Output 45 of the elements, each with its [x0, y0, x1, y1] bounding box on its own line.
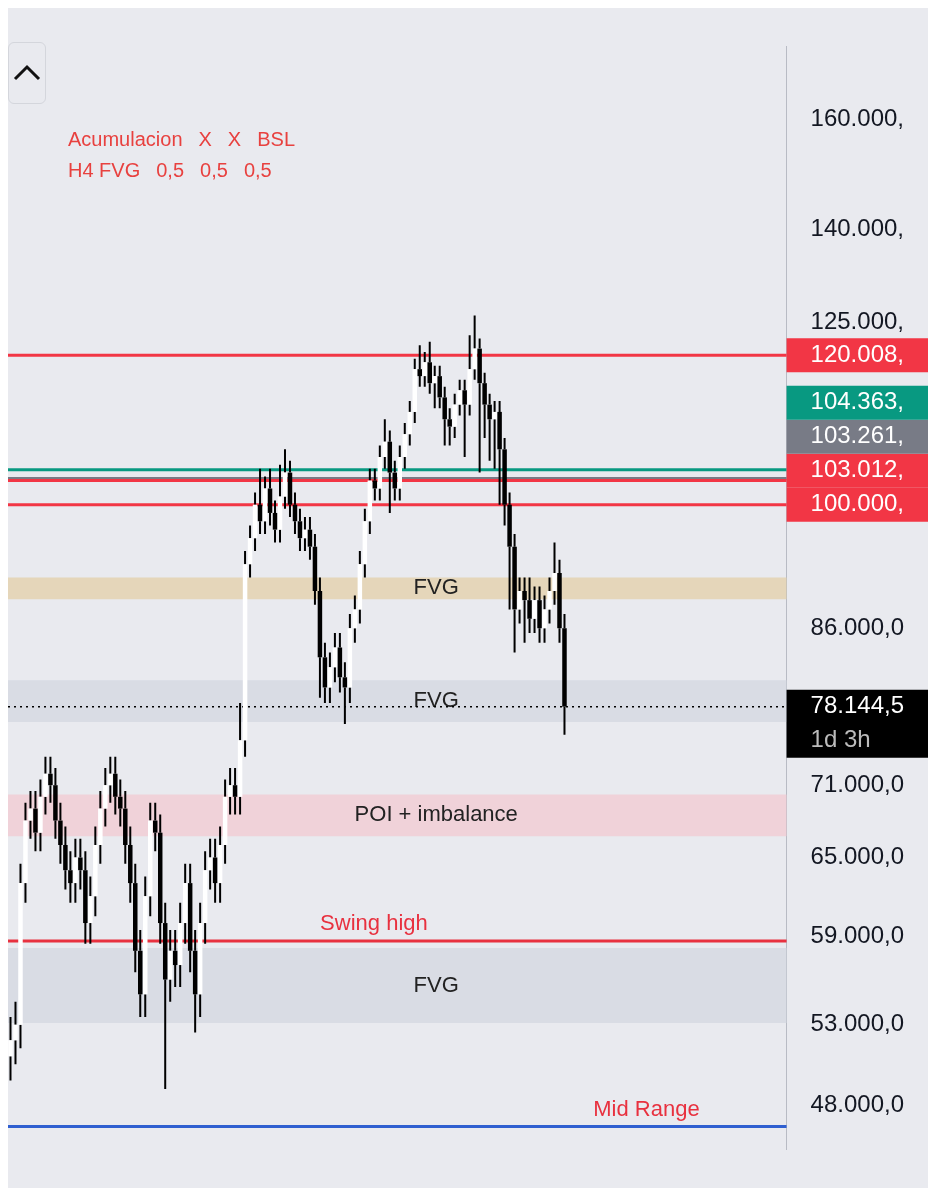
ref-line-label: 120.008,: [810, 339, 904, 367]
candlestick: [272, 499, 278, 544]
y-tick-label: 65.000,0: [810, 842, 904, 870]
annotation: 0,5: [243, 159, 272, 182]
band-label: POI + imbalance: [354, 801, 518, 827]
annotation: Mid Range: [593, 1095, 700, 1121]
candlestick: [267, 467, 273, 527]
band-label: FVG: [413, 971, 459, 997]
candlestick: [227, 767, 233, 816]
band-label: FVG: [413, 574, 459, 600]
annotation: X: [198, 128, 212, 151]
candlestick: [33, 789, 38, 853]
candlestick: [337, 632, 343, 694]
annotation: BSL: [257, 128, 296, 151]
candlestick: [537, 585, 542, 644]
ref-line-label: 103.012,: [810, 455, 904, 483]
y-tick-label: 53.000,0: [810, 1009, 904, 1037]
candlestick: [207, 837, 213, 891]
candlestick: [417, 344, 422, 388]
candlestick: [212, 837, 218, 904]
ref-line-label: 100.000,: [810, 489, 904, 517]
annotation: Swing high: [320, 910, 428, 936]
candlestick: [427, 340, 432, 395]
y-tick-label: 140.000,: [810, 213, 904, 241]
band-label: FVG: [413, 687, 459, 713]
candlestick: [232, 767, 238, 816]
annotation: Acumulacion: [68, 128, 183, 151]
annotation: 0,5: [200, 159, 228, 182]
ref-line-label: 78.144,5 1d 3h: [810, 691, 904, 753]
ref-line-label: 103.261,: [810, 421, 904, 449]
y-tick-label: 160.000,: [810, 104, 904, 132]
annotation: H4 FVG: [68, 159, 141, 182]
candlestick: [367, 467, 373, 535]
y-tick-label: 71.000,0: [810, 769, 904, 797]
y-tick-label: 59.000,0: [810, 921, 904, 949]
candlestick: [332, 632, 338, 684]
y-tick-label: 48.000,0: [810, 1090, 904, 1118]
candlestick: [162, 901, 168, 1090]
y-tick-label: 86.000,0: [810, 612, 904, 640]
y-tick-label: 125.000,: [810, 306, 904, 334]
ref-line-label: 104.363,: [810, 387, 904, 415]
candlestick: [262, 475, 268, 535]
annotation: 0,5: [156, 159, 185, 182]
candlestick: [462, 378, 467, 458]
annotation: X: [227, 128, 242, 151]
